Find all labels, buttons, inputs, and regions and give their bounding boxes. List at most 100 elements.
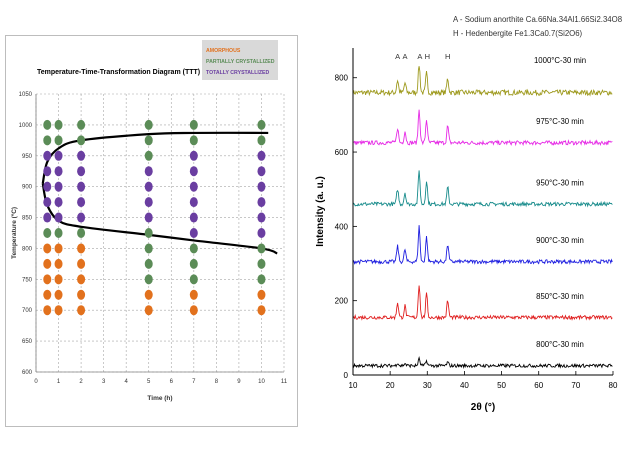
- transformation-curve: [41, 131, 269, 184]
- x-tick-label: 10: [349, 381, 358, 390]
- data-point: [77, 274, 86, 285]
- data-point: [54, 197, 63, 208]
- legend-entry: TOTALLY CRYSTALLIZED: [206, 70, 269, 76]
- data-point: [189, 135, 198, 146]
- data-point: [77, 166, 86, 177]
- data-point: [144, 243, 153, 254]
- data-point: [257, 181, 266, 192]
- data-point: [144, 181, 153, 192]
- x-tick-label: 20: [386, 381, 395, 390]
- x-tick-label: 11: [281, 379, 288, 385]
- data-point: [144, 135, 153, 146]
- data-point: [43, 181, 52, 192]
- data-point: [54, 243, 63, 254]
- data-point: [54, 258, 63, 269]
- data-point: [43, 197, 52, 208]
- data-point: [257, 274, 266, 285]
- y-axis-title: Intensity (a. u.): [315, 176, 326, 247]
- data-point: [77, 258, 86, 269]
- y-tick-label: 200: [335, 297, 349, 306]
- data-point: [54, 212, 63, 223]
- data-point: [189, 274, 198, 285]
- xrd-pattern-line: [352, 285, 613, 321]
- data-point: [189, 243, 198, 254]
- data-point: [189, 258, 198, 269]
- data-point: [257, 119, 266, 130]
- y-tick-label: 700: [22, 308, 33, 314]
- y-tick-label: 400: [335, 222, 349, 231]
- x-tick-label: 10: [258, 379, 265, 385]
- pattern-label: 950°C-30 min: [536, 178, 584, 187]
- x-tick-label: 9: [237, 379, 241, 385]
- peak-label: A: [402, 52, 407, 61]
- data-point: [144, 228, 153, 238]
- data-point: [257, 150, 266, 161]
- data-point: [189, 228, 198, 238]
- data-point: [43, 150, 52, 161]
- xrd-pattern-line: [352, 356, 613, 370]
- data-point: [257, 197, 266, 208]
- data-point: [189, 289, 198, 300]
- data-point: [43, 289, 52, 300]
- y-tick-label: 750: [22, 277, 33, 283]
- data-point: [54, 181, 63, 192]
- phase-legend: H - Hedenbergite Fe1.3Ca0.7(Si2O6): [453, 29, 583, 38]
- data-point: [77, 150, 86, 161]
- x-axis-title: Time (h): [147, 395, 172, 402]
- data-point: [43, 274, 52, 285]
- data-point: [77, 181, 86, 192]
- data-point: [189, 150, 198, 161]
- y-tick-label: 1000: [19, 123, 33, 129]
- data-point: [144, 212, 153, 223]
- x-tick-label: 6: [170, 379, 174, 385]
- data-point: [43, 135, 52, 146]
- data-point: [189, 212, 198, 223]
- y-tick-label: 800: [335, 74, 349, 83]
- data-point: [54, 166, 63, 177]
- data-point: [257, 135, 266, 146]
- x-tick-label: 8: [215, 379, 219, 385]
- y-axis-title: Temperature (ºC): [11, 207, 18, 259]
- data-point: [144, 258, 153, 269]
- data-point: [43, 258, 52, 269]
- xrd-pattern-line: [352, 170, 613, 208]
- data-point: [257, 305, 266, 316]
- x-tick-label: 4: [125, 379, 129, 385]
- y-tick-label: 850: [22, 216, 33, 222]
- peak-label: H: [445, 52, 450, 61]
- transformation-curve: [41, 183, 278, 255]
- data-point: [189, 305, 198, 316]
- data-point: [144, 197, 153, 208]
- y-tick-label: 800: [22, 246, 33, 252]
- peak-label: A: [417, 52, 422, 61]
- data-point: [257, 166, 266, 177]
- data-point: [77, 289, 86, 300]
- xrd-pattern-line: [352, 109, 613, 147]
- data-point: [257, 228, 266, 238]
- y-tick-label: 650: [22, 339, 33, 345]
- data-point: [43, 119, 52, 130]
- x-tick-label: 80: [609, 381, 618, 390]
- ttt-chart-panel: 0 1 2 3 4 5 6 7 8 9 10 11 600 650 700 750 800 850 900 950 10…: [5, 35, 298, 427]
- data-point: [43, 228, 52, 238]
- data-point: [144, 166, 153, 177]
- xrd-chart: A - Sodium anorthite Ca.66Na.34Al1.66Si2…: [315, 15, 622, 413]
- data-point: [257, 212, 266, 223]
- data-point: [144, 150, 153, 161]
- data-point: [189, 197, 198, 208]
- xrd-pattern-line: [352, 66, 613, 97]
- data-point: [144, 119, 153, 130]
- data-point: [77, 305, 86, 316]
- xrd-pattern-line: [352, 225, 613, 265]
- legend-box: [202, 40, 278, 80]
- data-point: [54, 150, 63, 161]
- data-point: [54, 119, 63, 130]
- y-tick-label: 0: [344, 371, 349, 380]
- x-tick-label: 1: [57, 379, 61, 385]
- pattern-label: 1000°C-30 min: [534, 56, 586, 65]
- x-tick-label: 0: [34, 379, 38, 385]
- x-tick-label: 30: [423, 381, 432, 390]
- data-point: [54, 289, 63, 300]
- data-point: [77, 197, 86, 208]
- data-point: [54, 274, 63, 285]
